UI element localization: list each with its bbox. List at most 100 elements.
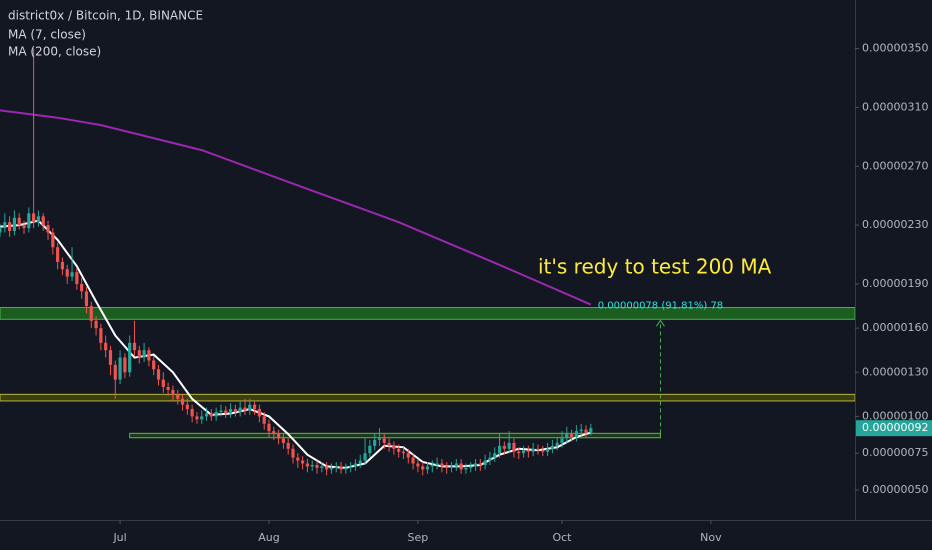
candle-body — [84, 291, 89, 307]
candle-body — [156, 369, 161, 380]
candle-body — [8, 222, 12, 232]
legend-entry: MA (7, close) — [8, 28, 86, 42]
candle-body — [406, 453, 410, 458]
zone — [129, 432, 661, 439]
candle-body — [176, 394, 180, 399]
candle-body — [358, 460, 362, 464]
candle-body — [459, 463, 463, 470]
zone — [0, 307, 855, 320]
y-tick-label: 0.00000075 — [862, 446, 928, 459]
candle-body — [27, 213, 31, 229]
candle-body — [493, 453, 497, 458]
candle-body — [0, 228, 2, 233]
candle-body — [507, 442, 511, 449]
candle-body — [209, 413, 213, 417]
candle-body — [291, 448, 295, 458]
candle-body — [214, 411, 218, 417]
candle-body — [368, 445, 372, 454]
y-tick-label: 0.00000100 — [862, 409, 928, 422]
y-tick-label: 0.00000310 — [862, 100, 928, 113]
candle-body — [589, 428, 593, 433]
candle-body — [320, 466, 324, 468]
candle-body — [445, 466, 449, 468]
candle-body — [41, 216, 45, 226]
candle-body — [387, 442, 391, 446]
y-tick-label: 0.00000270 — [862, 159, 928, 172]
candle-body — [353, 463, 358, 467]
candle-body — [536, 448, 540, 451]
candle-body — [257, 409, 261, 417]
candle-body — [272, 431, 276, 435]
zone — [0, 393, 855, 402]
candle-body — [401, 451, 406, 454]
candle-body — [166, 386, 170, 390]
candle-body — [301, 460, 305, 464]
candle-body — [440, 463, 444, 467]
candle-body — [502, 445, 506, 449]
candle-body — [108, 350, 113, 365]
candle-body — [152, 360, 156, 370]
candle-body — [570, 434, 574, 438]
candle-body — [574, 431, 579, 438]
candle-body — [262, 416, 266, 424]
candle-body — [555, 442, 559, 446]
candle-body — [334, 466, 338, 468]
legend-entry: MA (200, close) — [8, 45, 101, 59]
candle-body — [36, 216, 41, 223]
last-price-tag — [856, 420, 932, 437]
x-tick-label: Jul — [112, 531, 126, 544]
y-tick-label: 0.00000050 — [862, 483, 928, 496]
candle-body — [171, 389, 175, 395]
candle-body — [17, 217, 21, 226]
candle-body — [483, 460, 487, 465]
candle-body — [473, 463, 478, 467]
candle-body — [32, 213, 36, 223]
candle-body — [281, 438, 285, 443]
candle-body — [94, 320, 98, 329]
x-tick-label: Sep — [408, 531, 429, 544]
x-tick-label: Aug — [258, 531, 279, 544]
axes: 0.00000350 0.00000310 0.00000270 0.00000230… — [112, 42, 928, 544]
candle-body — [180, 398, 185, 405]
candle-body — [545, 448, 550, 452]
candle-body — [204, 413, 209, 417]
candle-body — [497, 445, 502, 454]
candle-body — [51, 232, 55, 248]
candle-body — [584, 429, 588, 433]
candle-body — [185, 404, 189, 410]
candle-body — [219, 410, 223, 412]
candle-body — [397, 448, 401, 452]
moving-average-line — [0, 219, 592, 469]
candle-body — [137, 350, 141, 358]
candle-body — [377, 438, 382, 440]
candle-body — [132, 342, 137, 351]
candle-body — [267, 423, 271, 432]
candle-body — [310, 464, 314, 467]
candle-body — [315, 464, 319, 468]
y-tick-label: 0.00000160 — [862, 321, 928, 334]
moving-average-line — [0, 109, 592, 306]
candle-body — [550, 445, 554, 449]
candle-body — [128, 342, 132, 373]
candle-body — [89, 306, 93, 321]
candle-body — [531, 448, 535, 452]
candle-body — [224, 410, 228, 414]
candle-body — [488, 457, 492, 461]
y-tick-label: 0.00000190 — [862, 277, 928, 290]
candle-body — [243, 407, 247, 411]
candle-body — [464, 467, 468, 470]
candle-body — [238, 407, 242, 412]
candle-body — [123, 357, 127, 373]
candle-body — [449, 466, 454, 468]
measure-arrowhead — [656, 319, 665, 327]
candle-body — [22, 225, 26, 229]
candle-body — [363, 453, 367, 461]
candle-body — [252, 404, 257, 410]
candle-body — [454, 463, 458, 467]
candle-body — [560, 438, 564, 443]
annotation: it's redy to test 200 MA — [538, 255, 772, 279]
candle-body — [411, 457, 415, 464]
candle-body — [142, 350, 146, 358]
